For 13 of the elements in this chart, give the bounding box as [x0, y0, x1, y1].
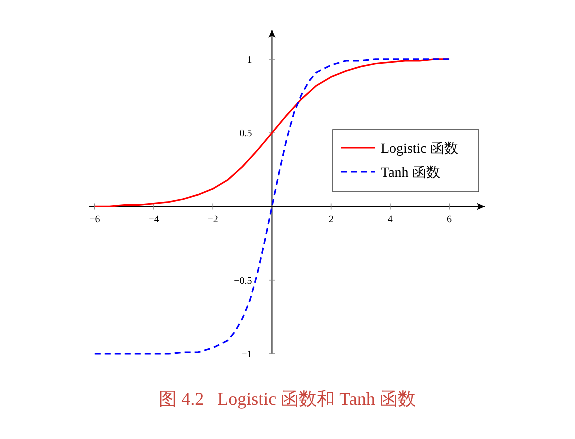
x-tick-label: 4: [388, 214, 393, 226]
x-tick-label: −6: [90, 214, 100, 226]
y-tick-label: −1: [242, 350, 252, 360]
x-tick-label: 6: [447, 214, 452, 226]
x-tick-label: −4: [148, 214, 160, 226]
legend-label: Tanh 函数: [381, 165, 440, 181]
annotation: 图 4.2 Logistic 函数和 Tanh 函数: [159, 389, 416, 409]
y-tick-label: 0.5: [240, 128, 252, 140]
y-tick-label: −0.5: [234, 276, 252, 287]
x-tick-label: 2: [328, 214, 334, 226]
y-tick-label: 1: [247, 54, 252, 66]
x-tick-label: −2: [208, 214, 218, 226]
legend-label: Logistic 函数: [381, 141, 458, 157]
